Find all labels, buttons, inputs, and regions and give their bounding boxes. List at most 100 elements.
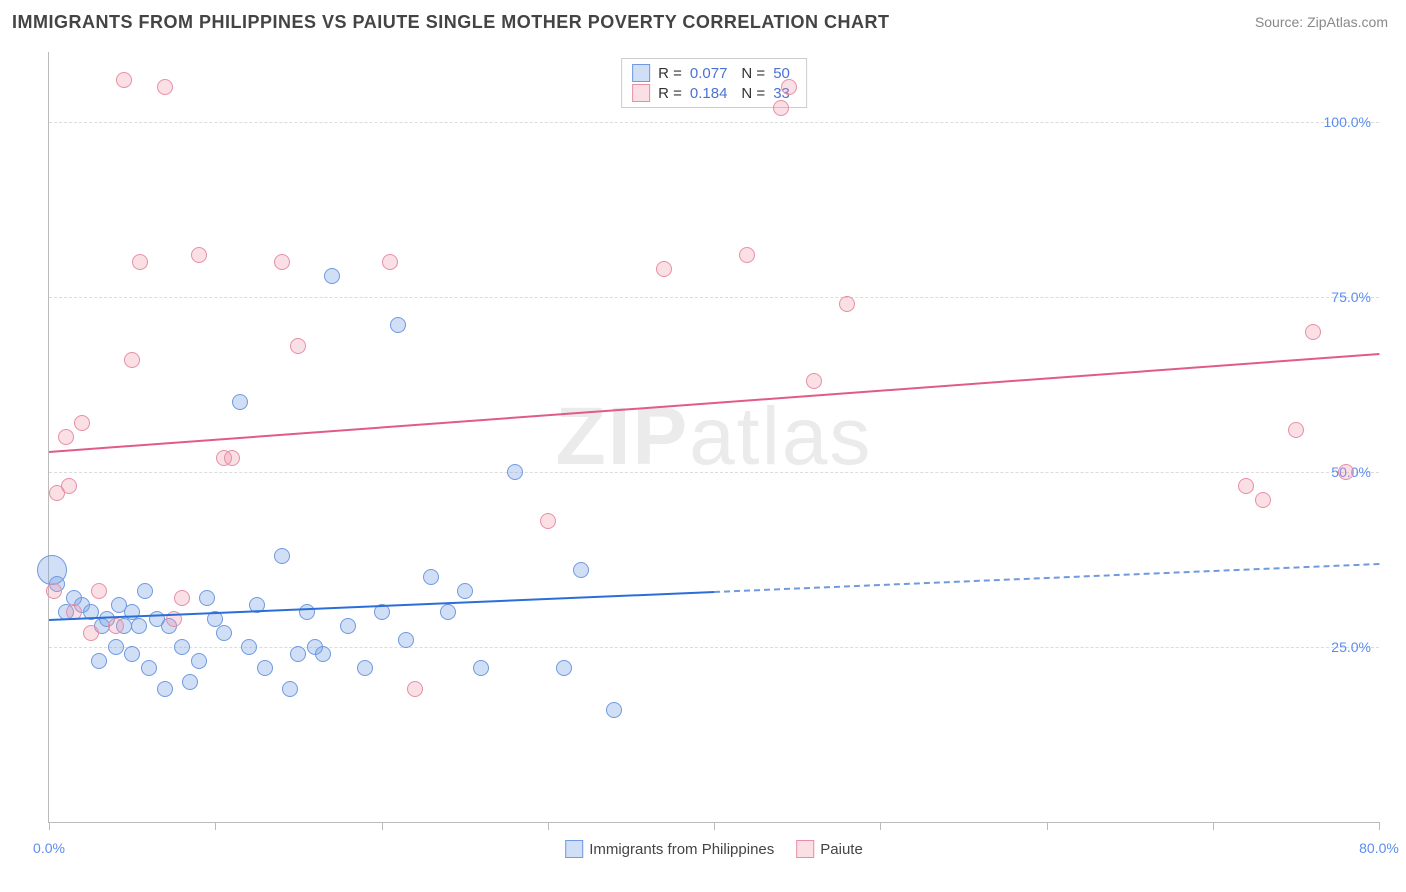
x-tick-label: 0.0% (33, 840, 65, 856)
legend-bottom-label-0: Immigrants from Philippines (589, 841, 774, 858)
legend-r-value-0: 0.077 (690, 65, 728, 82)
y-tick-label: 25.0% (1323, 639, 1371, 655)
scatter-point-paiute (1338, 464, 1354, 480)
scatter-point-paiute (132, 254, 148, 270)
scatter-point-paiute (540, 513, 556, 529)
scatter-point-philippines (390, 317, 406, 333)
scatter-point-philippines (282, 681, 298, 697)
scatter-point-paiute (1305, 324, 1321, 340)
scatter-point-philippines (423, 569, 439, 585)
legend-stats-row-1: R = 0.184 N = 33 (632, 83, 796, 103)
scatter-point-philippines (290, 646, 306, 662)
x-tick (382, 822, 383, 830)
scatter-point-paiute (108, 618, 124, 634)
scatter-point-philippines (299, 604, 315, 620)
legend-stats-row-0: R = 0.077 N = 50 (632, 63, 796, 83)
x-tick (548, 822, 549, 830)
source-attribution: Source: ZipAtlas.com (1255, 14, 1388, 30)
legend-swatch-1 (632, 84, 650, 102)
scatter-point-paiute (116, 72, 132, 88)
scatter-point-paiute (91, 583, 107, 599)
scatter-point-paiute (1255, 492, 1271, 508)
scatter-point-philippines (440, 604, 456, 620)
scatter-point-philippines (606, 702, 622, 718)
watermark: ZIPatlas (556, 390, 873, 484)
scatter-point-philippines (182, 674, 198, 690)
x-tick (1047, 822, 1048, 830)
scatter-point-philippines (556, 660, 572, 676)
scatter-point-paiute (806, 373, 822, 389)
scatter-point-philippines (131, 618, 147, 634)
scatter-point-philippines (199, 590, 215, 606)
scatter-point-philippines (232, 394, 248, 410)
scatter-point-paiute (773, 100, 789, 116)
chart-container: IMMIGRANTS FROM PHILIPPINES VS PAIUTE SI… (0, 0, 1406, 892)
plot-area: ZIPatlas R = 0.077 N = 50 R = 0.184 N = … (48, 52, 1379, 823)
scatter-point-paiute (157, 79, 173, 95)
legend-n-label-0: N = (741, 65, 765, 82)
chart-title: IMMIGRANTS FROM PHILIPPINES VS PAIUTE SI… (12, 12, 890, 33)
legend-r-value-1: 0.184 (690, 85, 728, 102)
watermark-light: atlas (689, 391, 872, 482)
scatter-point-paiute (83, 625, 99, 641)
scatter-point-philippines (573, 562, 589, 578)
scatter-point-philippines (241, 639, 257, 655)
legend-bottom-swatch-0 (565, 840, 583, 858)
scatter-point-philippines (191, 653, 207, 669)
x-tick (714, 822, 715, 830)
legend-bottom-item-1: Paiute (796, 840, 863, 858)
legend-bottom: Immigrants from Philippines Paiute (565, 840, 863, 858)
scatter-point-philippines (357, 660, 373, 676)
scatter-point-philippines (315, 646, 331, 662)
scatter-point-paiute (124, 352, 140, 368)
legend-n-label-1: N = (741, 85, 765, 102)
scatter-point-paiute (739, 247, 755, 263)
scatter-point-paiute (224, 450, 240, 466)
scatter-point-paiute (1288, 422, 1304, 438)
scatter-point-philippines (457, 583, 473, 599)
scatter-point-philippines (216, 625, 232, 641)
scatter-point-philippines (108, 639, 124, 655)
scatter-point-paiute (656, 261, 672, 277)
scatter-point-philippines (507, 464, 523, 480)
scatter-point-paiute (191, 247, 207, 263)
gridline-h (49, 297, 1379, 298)
trendline-solid (49, 353, 1379, 453)
scatter-point-paiute (1238, 478, 1254, 494)
x-tick (215, 822, 216, 830)
x-tick (880, 822, 881, 830)
scatter-point-philippines (157, 681, 173, 697)
scatter-point-paiute (382, 254, 398, 270)
scatter-point-philippines (257, 660, 273, 676)
scatter-point-philippines (324, 268, 340, 284)
scatter-point-paiute (274, 254, 290, 270)
y-tick-label: 75.0% (1323, 289, 1371, 305)
source-label: Source: (1255, 14, 1303, 30)
legend-r-label-1: R = (658, 85, 682, 102)
scatter-point-paiute (290, 338, 306, 354)
scatter-point-philippines (398, 632, 414, 648)
scatter-point-paiute (74, 415, 90, 431)
legend-bottom-label-1: Paiute (820, 841, 863, 858)
scatter-point-philippines (137, 583, 153, 599)
scatter-point-philippines (174, 639, 190, 655)
scatter-point-paiute (781, 79, 797, 95)
legend-bottom-swatch-1 (796, 840, 814, 858)
scatter-point-philippines (124, 646, 140, 662)
scatter-point-paiute (839, 296, 855, 312)
y-tick-label: 100.0% (1316, 114, 1371, 130)
legend-r-label-0: R = (658, 65, 682, 82)
scatter-point-philippines (473, 660, 489, 676)
source-value: ZipAtlas.com (1307, 14, 1388, 30)
x-tick (1379, 822, 1380, 830)
trendline-dashed (714, 563, 1379, 593)
x-tick (1213, 822, 1214, 830)
legend-swatch-0 (632, 64, 650, 82)
scatter-point-paiute (61, 478, 77, 494)
gridline-h (49, 472, 1379, 473)
x-tick-label: 80.0% (1359, 840, 1399, 856)
gridline-h (49, 122, 1379, 123)
scatter-point-paiute (46, 583, 62, 599)
x-tick (49, 822, 50, 830)
legend-bottom-item-0: Immigrants from Philippines (565, 840, 774, 858)
